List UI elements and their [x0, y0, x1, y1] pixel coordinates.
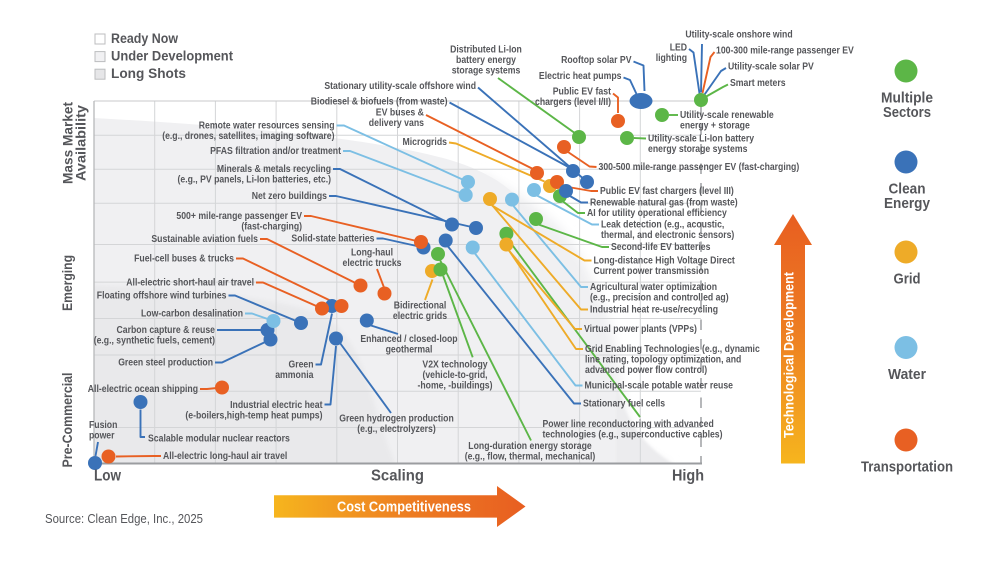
svg-text:Public EV fast chargers (level: Public EV fast chargers (level III) — [600, 186, 734, 197]
svg-text:Microgrids: Microgrids — [403, 137, 448, 148]
svg-text:Rooftop solar PV: Rooftop solar PV — [561, 55, 632, 66]
svg-text:Renewable natural gas (from wa: Renewable natural gas (from waste) — [590, 197, 738, 208]
svg-text:Utility-scale onshore wind: Utility-scale onshore wind — [685, 29, 792, 40]
svg-text:Floating offshore wind turbine: Floating offshore wind turbines — [97, 290, 227, 301]
svg-text:Sustainable aviation fuels: Sustainable aviation fuels — [151, 234, 258, 245]
svg-text:Pre-Commercial: Pre-Commercial — [60, 373, 75, 468]
svg-text:Grid: Grid — [894, 271, 921, 288]
svg-text:Long-duration energy storage(e: Long-duration energy storage (e.g., flow,… — [465, 441, 596, 462]
svg-text:Power line reconductoring with: Power line reconductoring with advanced t… — [543, 419, 723, 440]
svg-text:Biodiesel & biofuels (from was: Biodiesel & biofuels (from waste) — [311, 96, 448, 107]
svg-text:Water: Water — [888, 366, 926, 383]
svg-text:All-electric ocean shipping: All-electric ocean shipping — [88, 384, 198, 395]
svg-text:Ready Now: Ready Now — [111, 31, 178, 46]
svg-text:Grid Enabling Technologies (e.: Grid Enabling Technologies (e.g., dynami… — [585, 344, 760, 376]
svg-text:Cost Competitiveness: Cost Competitiveness — [337, 500, 471, 516]
svg-text:Availability: Availability — [74, 104, 89, 181]
svg-text:Multiple: Multiple — [881, 90, 933, 107]
svg-text:Stationary fuel cells: Stationary fuel cells — [583, 398, 665, 409]
svg-text:Fuel-cell buses & trucks: Fuel-cell buses & trucks — [134, 253, 234, 264]
svg-text:Utility-scale solar PV: Utility-scale solar PV — [728, 61, 814, 72]
svg-text:Virtual power plants (VPPs): Virtual power plants (VPPs) — [584, 324, 697, 335]
svg-text:Technological Development: Technological Development — [782, 272, 797, 438]
svg-text:Clean: Clean — [889, 181, 926, 198]
svg-text:Smart meters: Smart meters — [730, 78, 786, 89]
svg-text:Source: Clean Edge, Inc., 2025: Source: Clean Edge, Inc., 2025 — [45, 511, 203, 526]
svg-text:Scalable modular nuclear react: Scalable modular nuclear reactors — [148, 433, 290, 444]
svg-text:100-300 mile-range passenger E: 100-300 mile-range passenger EV — [716, 45, 854, 56]
svg-text:300-500 mile-range passenger E: 300-500 mile-range passenger EV (fast-ch… — [599, 162, 800, 173]
svg-text:PFAS filtration and/or treatme: PFAS filtration and/or treatment — [210, 146, 341, 157]
svg-text:Long Shots: Long Shots — [111, 66, 186, 81]
svg-text:Municipal-scale potable water: Municipal-scale potable water reuse — [585, 380, 734, 391]
svg-text:Solid-state batteries: Solid-state batteries — [291, 233, 374, 244]
svg-text:Second-life EV batteries: Second-life EV batteries — [611, 242, 711, 253]
svg-text:Electric heat pumps: Electric heat pumps — [539, 71, 622, 82]
svg-text:Stationary utility-scale offsh: Stationary utility-scale offshore wind — [324, 81, 476, 92]
svg-text:Under Development: Under Development — [111, 49, 233, 64]
svg-text:Transportation: Transportation — [861, 459, 953, 476]
svg-text:Minerals & metals recycling(e.: Minerals & metals recycling (e.g., PV pan… — [178, 164, 332, 185]
svg-text:Mass Market: Mass Market — [61, 101, 76, 184]
svg-text:Remote water resources sensing: Remote water resources sensing (e.g., dro… — [162, 120, 334, 141]
svg-text:Net zero buildings: Net zero buildings — [252, 191, 328, 202]
svg-text:Green hydrogen production(e.g.: Green hydrogen production (e.g., electrol… — [339, 413, 454, 434]
svg-text:EV buses &delivery vans: EV buses & delivery vans — [369, 107, 425, 128]
svg-text:Low-carbon desalination: Low-carbon desalination — [141, 308, 243, 319]
svg-text:Industrial electric heat(e-boi: Industrial electric heat (e-boilers,high-… — [185, 400, 323, 421]
svg-text:Industrial heat re-use/recycli: Industrial heat re-use/recycling — [590, 304, 718, 315]
svg-text:AI for utility operational eff: AI for utility operational efficiency — [587, 208, 727, 219]
svg-text:High: High — [672, 468, 704, 485]
svg-text:Long-distance High Voltage Dir: Long-distance High Voltage Direct Current… — [594, 255, 736, 276]
svg-text:Energy: Energy — [884, 195, 931, 212]
svg-text:All-electric long-haul air tra: All-electric long-haul air travel — [163, 451, 287, 462]
svg-text:Scaling: Scaling — [371, 468, 424, 485]
svg-text:Leak detection (e.g., acoustic: Leak detection (e.g., acoustic, thermal, … — [601, 219, 734, 240]
svg-text:Carbon capture & reuse(e.g., s: Carbon capture & reuse (e.g., synthetic f… — [94, 325, 216, 346]
svg-text:Emerging: Emerging — [60, 255, 75, 311]
svg-text:All-electric short-haul air tr: All-electric short-haul air travel — [126, 277, 254, 288]
svg-text:Agricultural water optimizatio: Agricultural water optimization (e.g., pr… — [590, 282, 729, 303]
svg-text:Low: Low — [94, 468, 122, 485]
svg-text:Sectors: Sectors — [883, 104, 931, 121]
svg-text:Green steel production: Green steel production — [118, 357, 213, 368]
svg-text:V2X technology(vehicle-to-grid: V2X technology (vehicle-to-grid, -home, -b… — [418, 359, 493, 391]
svg-text:500+ mile-range passenger EV(f: 500+ mile-range passenger EV (fast-chargi… — [176, 211, 302, 232]
